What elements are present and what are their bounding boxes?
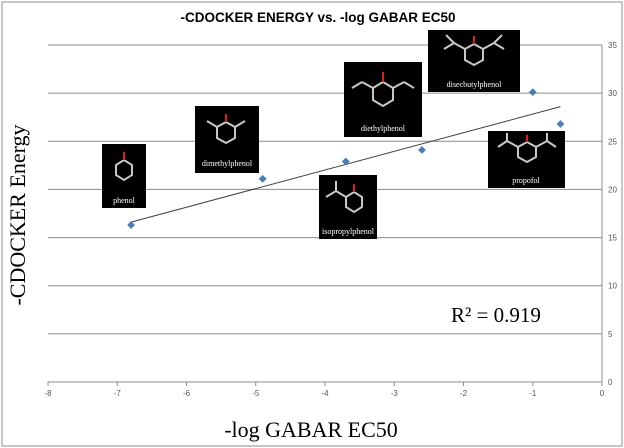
- r-squared-annotation: R² = 0.919: [451, 303, 541, 327]
- y-tick-label: 0: [608, 378, 613, 387]
- propofol-structure-icon: [497, 133, 557, 164]
- molecule-label-propofol: propofol: [512, 176, 540, 185]
- y-tick-label: 35: [608, 41, 617, 50]
- y-tick-labels: 0 5 10 15 20 25 30 35: [608, 41, 617, 387]
- phenol-structure-icon: [115, 152, 133, 182]
- data-point: [417, 145, 426, 154]
- y-tick-label: 25: [608, 137, 617, 146]
- molecule-isopropylphenol: isopropylphenol: [319, 175, 377, 239]
- molecule-label-diethylphenol: diethylphenol: [361, 124, 406, 133]
- y-tick-label: 30: [608, 89, 617, 98]
- molecule-dimethylphenol: dimethylphenol: [195, 106, 259, 173]
- molecule-diethylphenol: diethylphenol: [344, 62, 422, 137]
- molecule-image-isopropylphenol: [319, 175, 377, 239]
- x-tick-label: -1: [529, 389, 537, 398]
- data-point: [341, 157, 350, 166]
- diethylphenol-structure-icon: [351, 72, 415, 108]
- data-point: [556, 120, 565, 128]
- x-tick-label: -7: [114, 389, 122, 398]
- disecbutylphenol-structure-icon: [443, 34, 505, 67]
- molecule-label-dimethylphenol: dimethylphenol: [202, 159, 253, 168]
- isopropylphenol-structure-icon: [325, 181, 363, 214]
- x-axis-label: -log GABAR EC50: [224, 417, 398, 442]
- dimethylphenol-structure-icon: [206, 114, 246, 145]
- x-tick-label: 0: [600, 389, 605, 398]
- y-tick-label: 15: [608, 234, 617, 243]
- data-point: [528, 88, 537, 97]
- axes: [47, 45, 603, 386]
- molecule-disecbutylphenol: disecbutylphenol: [428, 30, 520, 92]
- molecule-propofol: propofol: [488, 131, 565, 188]
- molecule-label-isopropylphenol: isopropylphenol: [322, 227, 375, 236]
- x-tick-label: -8: [44, 389, 52, 398]
- molecule-label-phenol: phenol: [113, 196, 136, 205]
- molecule-phenol: phenol: [102, 144, 146, 208]
- chart-title: -CDOCKER ENERGY vs. -log GABAR EC50: [180, 10, 455, 25]
- data-points: [127, 88, 565, 230]
- x-tick-labels: -8 -7 -6 -5 -4 -3 -2 -1 0: [44, 389, 604, 398]
- x-tick-label: -6: [183, 389, 191, 398]
- molecule-label-disecbutylphenol: disecbutylphenol: [447, 80, 502, 89]
- y-axis-label: -CDOCKER Energy: [5, 124, 30, 305]
- x-tick-label: -2: [460, 389, 468, 398]
- data-point: [127, 221, 136, 230]
- data-point: [258, 174, 267, 183]
- y-tick-label: 10: [608, 282, 617, 291]
- x-tick-label: -3: [391, 389, 399, 398]
- x-tick-label: -4: [321, 389, 329, 398]
- y-tick-label: 20: [608, 185, 617, 194]
- x-tick-label: -5: [252, 389, 260, 398]
- y-tick-label: 5: [608, 330, 613, 339]
